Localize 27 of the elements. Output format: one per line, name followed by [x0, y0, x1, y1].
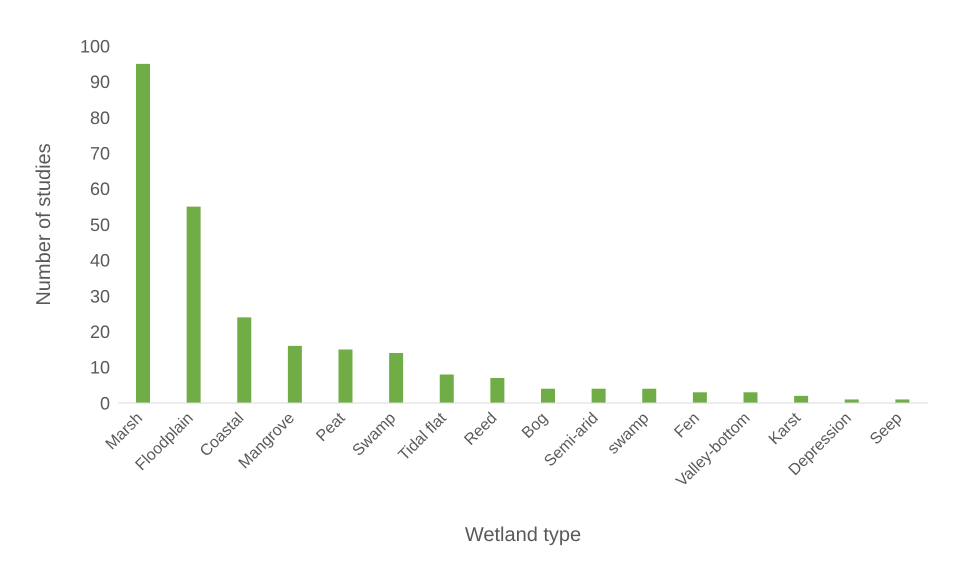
- y-tick-label: 30: [90, 286, 110, 306]
- bar: [338, 349, 352, 403]
- bar: [389, 353, 404, 403]
- y-tick-label: 40: [90, 250, 110, 271]
- y-tick-label: 0: [100, 393, 110, 414]
- bar: [692, 392, 707, 403]
- bar: [541, 388, 555, 403]
- y-tick-label: 10: [90, 358, 110, 378]
- bar: [288, 346, 302, 403]
- bar: [744, 392, 758, 403]
- bar: [794, 396, 808, 403]
- bar: [592, 388, 606, 403]
- y-axis-title: Number of studies: [33, 143, 56, 306]
- bar: [237, 317, 252, 403]
- y-tick-label: 90: [90, 72, 110, 92]
- y-tick-label: 80: [90, 108, 110, 128]
- y-tick-label: 20: [90, 322, 110, 342]
- bar: [136, 64, 150, 403]
- bar: [490, 378, 504, 403]
- bar: [642, 388, 656, 403]
- y-tick-label: 100: [80, 36, 110, 56]
- y-tick-label: 70: [90, 143, 110, 164]
- bar: [186, 206, 201, 403]
- y-tick-label: 60: [90, 179, 110, 200]
- y-tick-label: 50: [90, 214, 110, 235]
- x-axis-title: Wetland type: [464, 524, 582, 546]
- bar: [440, 374, 454, 403]
